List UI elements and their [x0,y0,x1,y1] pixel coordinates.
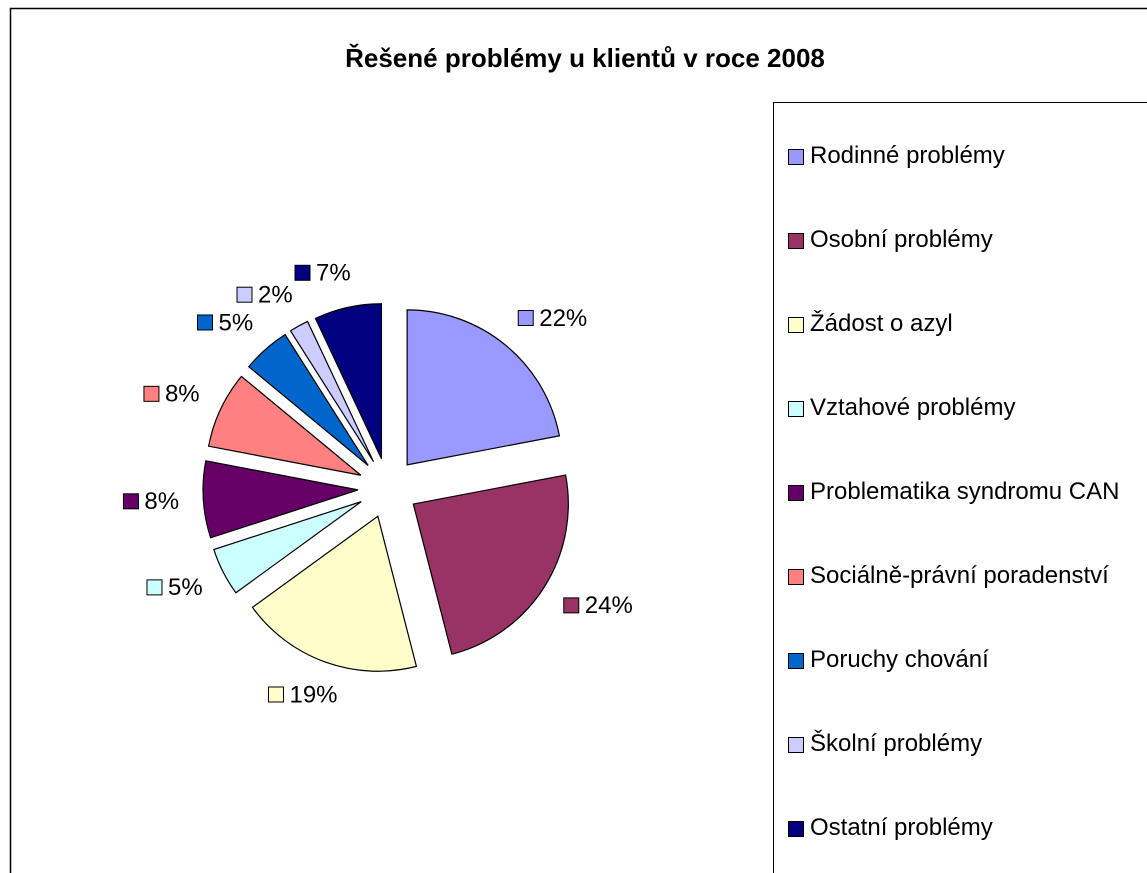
pie-slice [412,474,569,655]
legend-item: Rodinné problémy [788,141,1128,171]
pie-slice [207,375,362,476]
label-swatch [267,686,284,703]
legend-label: Sociálně-právní poradenství [810,562,1109,589]
legend-swatch [788,317,804,333]
data-label: 2% [258,282,293,309]
legend-swatch [788,821,804,837]
label-swatch [563,597,580,614]
legend-swatch [788,653,804,669]
data-label: 24% [585,592,633,619]
data-label: 19% [289,681,337,708]
legend-swatch [788,569,804,585]
legend-label: Rodinné problémy [810,142,1005,169]
legend-item: Vztahové problémy [788,393,1128,423]
pie-slice [314,303,383,459]
label-swatch [122,493,139,510]
data-label: 8% [165,381,200,408]
legend-item: Sociálně-právní poradenství [788,561,1128,591]
data-label: 22% [539,305,587,332]
data-label: 7% [316,260,351,287]
legend-item: Ostatní problémy [788,813,1128,843]
chart-border [9,7,1147,873]
label-swatch [236,286,253,303]
pie-slice [202,460,359,539]
legend-label: Poruchy chování [810,646,989,673]
legend-label: Problematika syndromu CAN [810,478,1120,505]
data-label: 5% [168,574,203,601]
pie-slice [251,515,418,672]
label-swatch [294,264,311,281]
label-swatch [143,385,160,402]
legend-swatch [788,149,804,165]
legend-item: Poruchy chování [788,645,1128,675]
legend-label: Ostatní problémy [810,814,993,841]
data-label: 8% [144,488,179,515]
data-label: 5% [219,309,254,336]
legend-item: Osobní problémy [788,225,1128,255]
legend-label: Vztahové problémy [810,394,1016,421]
legend-label: Školní problémy [810,730,983,757]
legend-swatch [788,401,804,417]
pie-slice [247,333,369,466]
label-swatch [197,314,214,331]
legend-item: Školní problémy [788,729,1128,759]
legend-label: Osobní problémy [810,226,993,253]
pie-slice [406,309,561,466]
legend-swatch [788,233,804,249]
pie-slice [213,501,362,594]
legend-item: Problematika syndromu CAN [788,477,1128,507]
legend: Rodinné problémy Osobní problémy Žádost o … [773,102,1147,873]
legend-swatch [788,737,804,753]
legend-swatch [788,485,804,501]
chart-title: Řešené problémy u klientů v roce 2008 [345,43,825,73]
pie-slice [289,320,375,463]
legend-label: Žádost o azyl [810,310,953,337]
label-swatch [517,309,534,326]
label-swatch [146,579,163,596]
legend-item: Žádost o azyl [788,309,1128,339]
